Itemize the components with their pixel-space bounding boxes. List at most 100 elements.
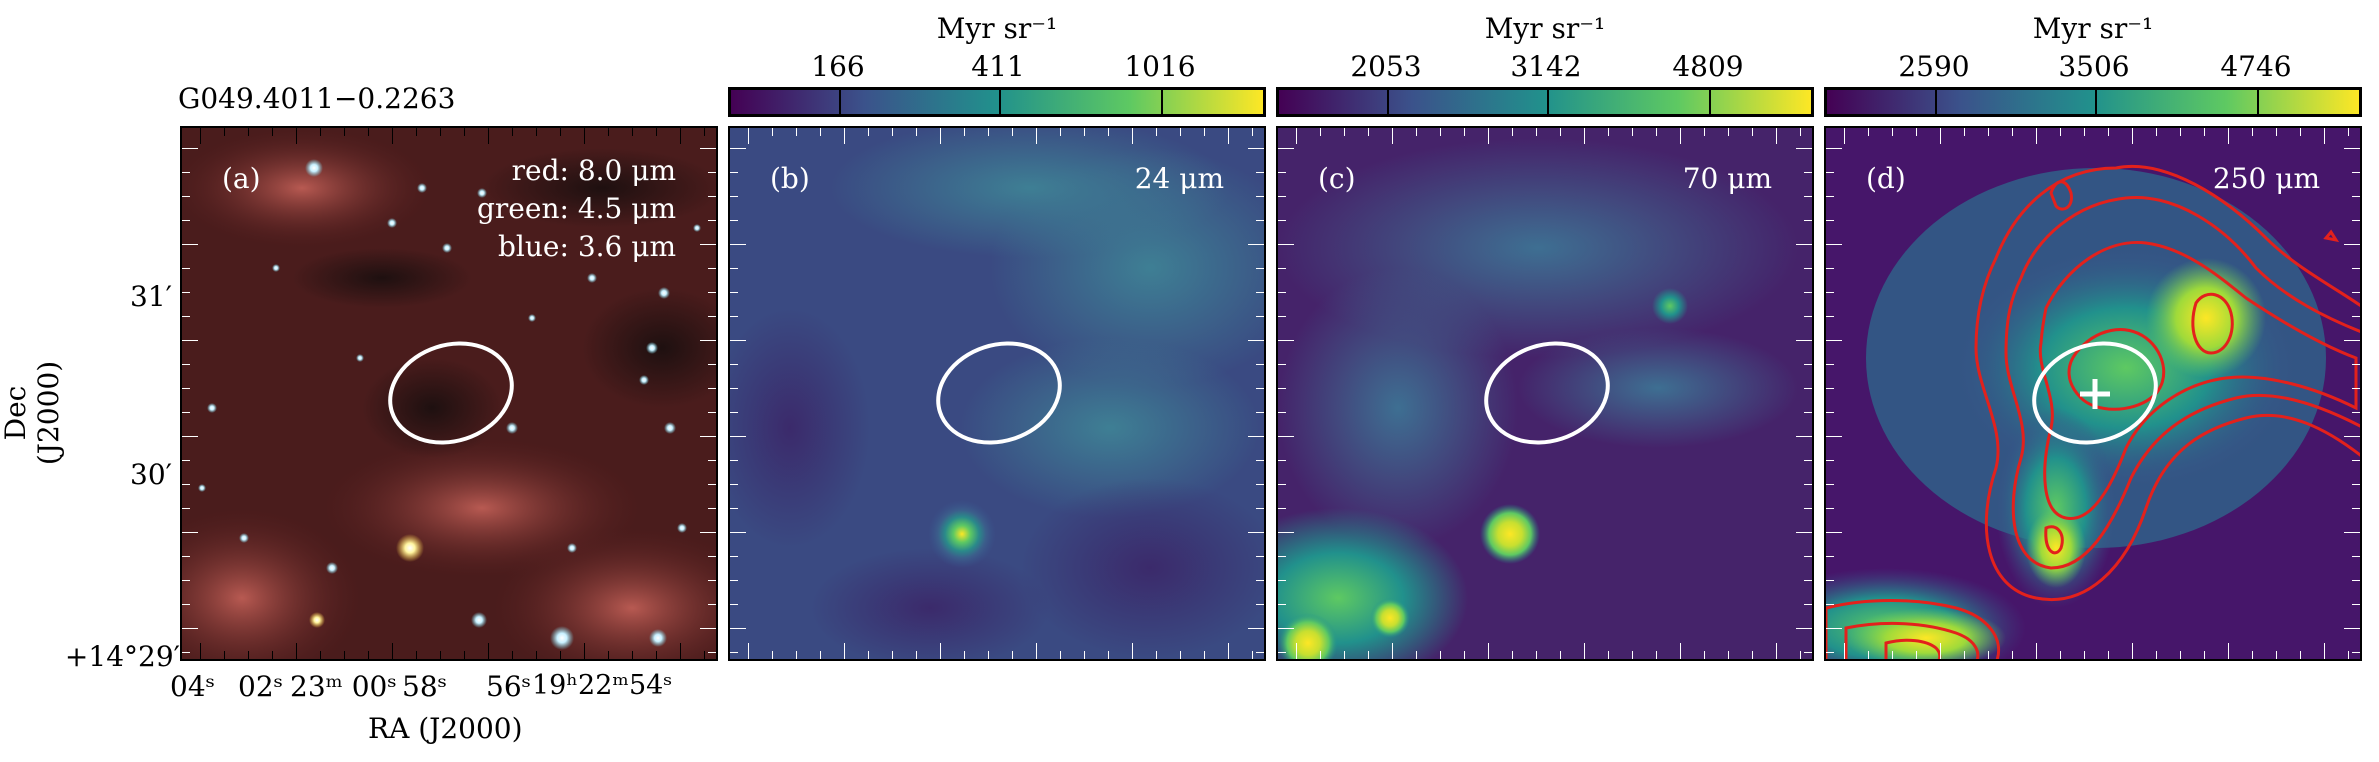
tick-mark [1278, 388, 1286, 389]
tick-mark [1256, 292, 1264, 293]
tick-mark [1826, 220, 1834, 221]
tick-mark [1248, 244, 1264, 245]
colorbar-b [728, 87, 1266, 117]
tick-mark [708, 268, 716, 269]
tick-mark [1278, 652, 1286, 653]
tick-mark [1256, 388, 1264, 389]
tick-mark [2344, 340, 2360, 341]
tick-mark [536, 128, 537, 136]
tick-mark [1256, 268, 1264, 269]
tick-mark [344, 651, 345, 659]
tick-mark [1536, 128, 1537, 136]
tick-mark [1826, 484, 1834, 485]
tick-mark [2352, 388, 2360, 389]
tick-mark [182, 292, 190, 293]
tick-mark [1180, 651, 1181, 659]
tick-mark [730, 388, 738, 389]
tick-mark [2228, 643, 2229, 659]
tick-mark [536, 651, 537, 659]
tick-mark [2352, 316, 2360, 317]
source-name: G049.4011−0.2263 [178, 82, 456, 115]
tick-mark [2348, 128, 2349, 136]
tick-mark [1036, 643, 1037, 659]
tick-mark [1278, 340, 1294, 341]
tick-mark [1256, 460, 1264, 461]
tick-mark [1278, 556, 1286, 557]
tick-mark [1228, 643, 1229, 659]
tick-mark [182, 580, 190, 581]
colorbar-b-unit: Myr sr⁻¹ [936, 12, 1058, 45]
tick-mark [1278, 268, 1286, 269]
tick-mark [1464, 651, 1465, 659]
tick-mark [1256, 196, 1264, 197]
panel-a-image [182, 128, 716, 659]
tick-mark [2180, 651, 2181, 659]
tick-mark [392, 128, 393, 144]
tick-mark [182, 412, 190, 413]
x-tick-2300s: 23ᵐ 00ˢ [290, 670, 397, 703]
tick-mark [1512, 651, 1513, 659]
tick-mark [2276, 651, 2277, 659]
tick-mark [2344, 244, 2360, 245]
tick-mark [1278, 508, 1286, 509]
tick-mark [1804, 172, 1812, 173]
tick-mark [844, 128, 845, 144]
tick-mark [1248, 628, 1264, 629]
tick-mark [1368, 128, 1369, 136]
tick-mark [1632, 651, 1633, 659]
tick-mark [1248, 148, 1264, 149]
tick-mark [2352, 556, 2360, 557]
tick-mark [1012, 651, 1013, 659]
tick-mark [1892, 651, 1893, 659]
panel-d-label: (d) [1866, 162, 1906, 195]
tick-mark [1488, 128, 1489, 144]
tick-mark [2352, 364, 2360, 365]
tick-mark [1826, 532, 1842, 533]
tick-mark [2352, 220, 2360, 221]
tick-mark [1752, 651, 1753, 659]
x-tick-58s: 58ˢ [402, 670, 448, 703]
tick-mark [708, 220, 716, 221]
tick-mark [1416, 128, 1417, 136]
tick-mark [1320, 651, 1321, 659]
tick-mark [1796, 148, 1812, 149]
tick-mark [1804, 508, 1812, 509]
tick-mark [1278, 532, 1294, 533]
tick-mark [1392, 643, 1393, 659]
tick-mark [368, 128, 369, 136]
tick-mark [1278, 484, 1286, 485]
tick-mark [772, 651, 773, 659]
tick-mark [1248, 436, 1264, 437]
tick-mark [272, 128, 273, 136]
panel-c-image [1278, 128, 1812, 659]
x-axis-label: RA (J2000) [368, 712, 523, 745]
tick-mark [730, 316, 738, 317]
tick-mark [1826, 148, 1842, 149]
tick-mark [1278, 292, 1286, 293]
tick-mark [2252, 651, 2253, 659]
tick-mark [182, 628, 198, 629]
tick-mark [1278, 220, 1286, 221]
colorbar-d-tick-3: 4746 [2220, 50, 2292, 83]
tick-mark [1800, 128, 1801, 136]
x-tick-02s: 02ˢ [238, 670, 284, 703]
tick-mark [182, 556, 190, 557]
tick-mark [1278, 412, 1286, 413]
colorbar-d-tick-2: 3506 [2058, 50, 2130, 83]
tick-mark [1800, 651, 1801, 659]
tick-mark [1796, 340, 1812, 341]
tick-mark [2132, 643, 2133, 659]
tick-mark [1204, 128, 1205, 136]
tick-mark [1368, 651, 1369, 659]
tick-mark [1256, 652, 1264, 653]
tick-mark [1278, 436, 1294, 437]
tick-mark [1940, 128, 1941, 144]
tick-mark [868, 128, 869, 136]
tick-mark [632, 128, 633, 136]
tick-mark [2352, 484, 2360, 485]
tick-mark [560, 651, 561, 659]
tick-mark [656, 651, 657, 659]
tick-mark [1464, 128, 1465, 136]
tick-mark [560, 128, 561, 136]
tick-mark [2352, 460, 2360, 461]
